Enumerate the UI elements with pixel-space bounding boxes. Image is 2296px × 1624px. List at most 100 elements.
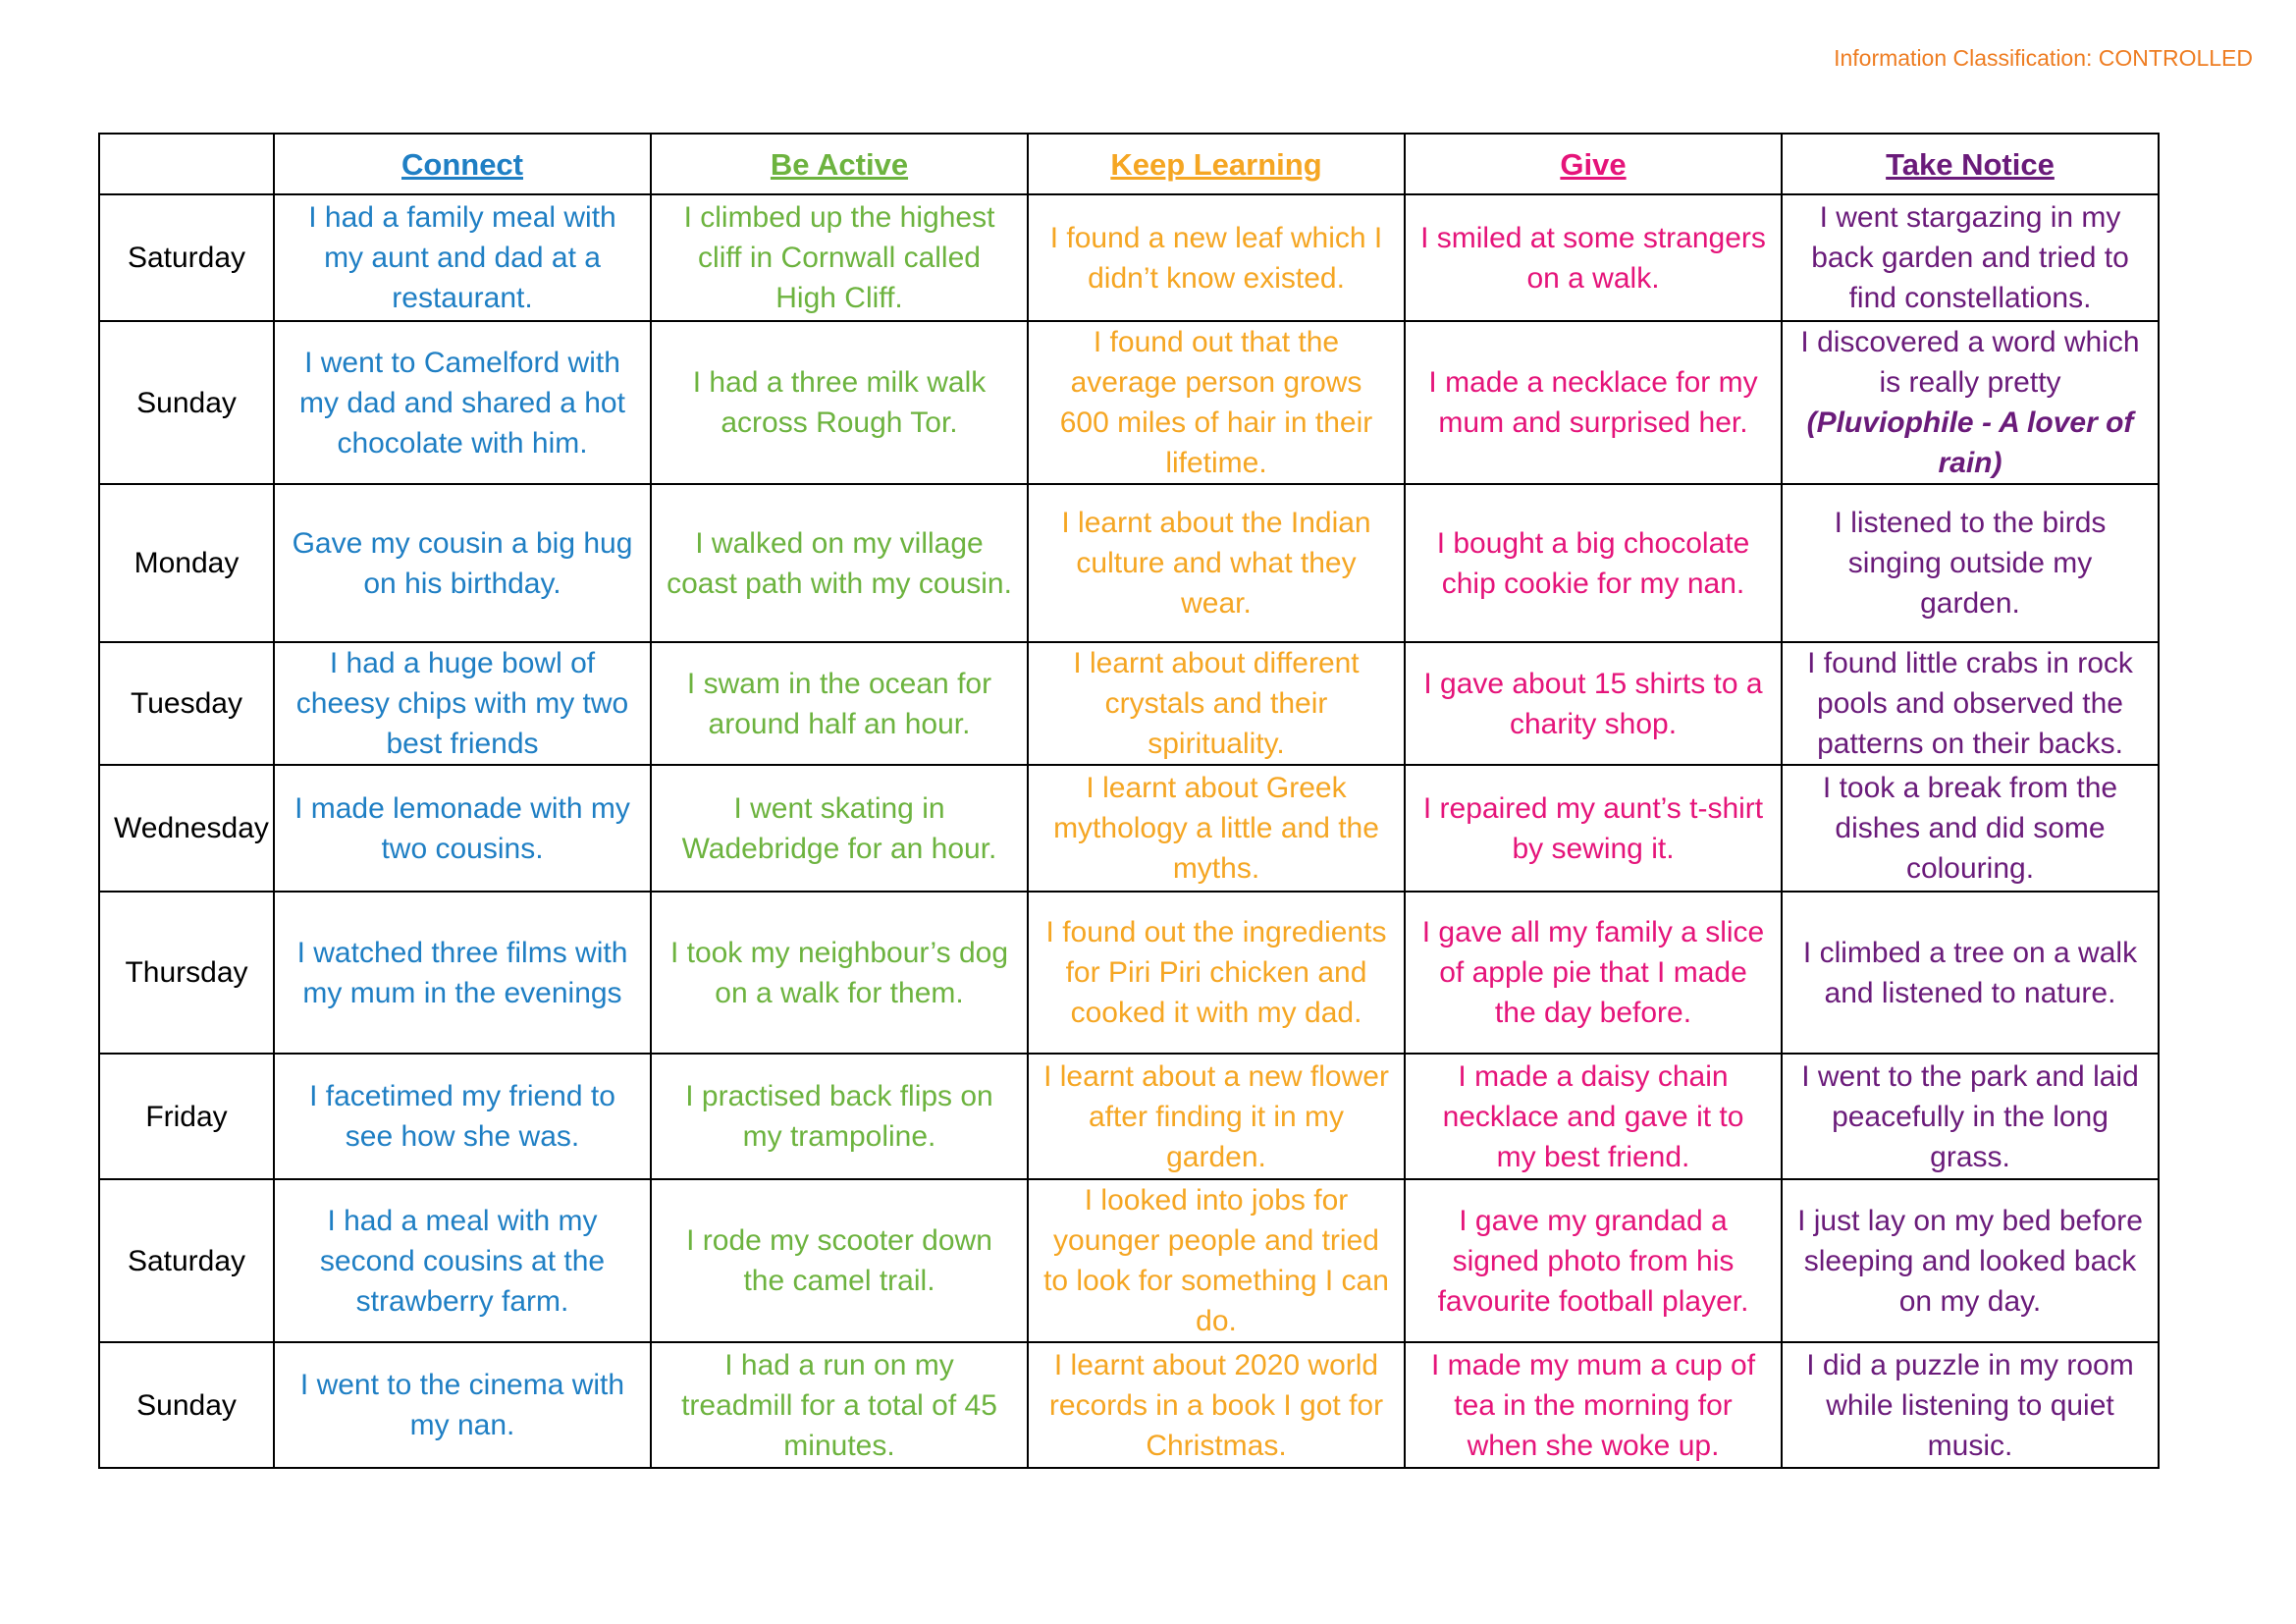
table-row: Thursday I watched three films with my mu…	[98, 891, 2160, 1055]
keep-learning-text: I learnt about 2020 world records in a b…	[1048, 1348, 1384, 1462]
connect-cell: I went to Camelford with my dad and shar…	[273, 320, 652, 485]
header-corner-cell	[98, 133, 275, 195]
connect-cell: I facetimed my friend to see how she was…	[273, 1053, 652, 1180]
give-text: I bought a big chocolate chip cookie for…	[1436, 526, 1750, 600]
connect-text: I had a huge bowl of cheesy chips with m…	[295, 647, 629, 760]
keep-learning-cell: I learnt about 2020 world records in a b…	[1027, 1341, 1406, 1469]
take-notice-cell: I did a puzzle in my room while listenin…	[1781, 1341, 2160, 1469]
header-connect: Connect	[273, 133, 652, 195]
connect-text: I went to Camelford with my dad and shar…	[299, 346, 625, 460]
keep-learning-cell: I learnt about the Indian culture and wh…	[1027, 483, 1406, 643]
be-active-text: I took my neighbour’s dog on a walk for …	[669, 936, 1009, 1009]
take-notice-text: I climbed a tree on a walk and listened …	[1802, 936, 2138, 1009]
be-active-cell: I went skating in Wadebridge for an hour…	[650, 764, 1029, 893]
be-active-cell: I swam in the ocean for around half an h…	[650, 641, 1029, 766]
give-cell: I bought a big chocolate chip cookie for…	[1404, 483, 1783, 643]
keep-learning-cell: I learnt about a new flower after findin…	[1027, 1053, 1406, 1180]
be-active-text: I went skating in Wadebridge for an hour…	[681, 791, 997, 865]
table-row: Sunday I went to Camelford with my dad an…	[98, 320, 2160, 485]
connect-text: I watched three films with my mum in the…	[296, 936, 628, 1009]
connect-cell: Gave my cousin a big hug on his birthday…	[273, 483, 652, 643]
connect-cell: I had a family meal with my aunt and dad…	[273, 193, 652, 322]
keep-learning-text: I found a new leaf which I didn’t know e…	[1049, 221, 1383, 295]
day-cell: Thursday	[98, 891, 275, 1055]
day-cell: Saturday	[98, 193, 275, 322]
give-cell: I repaired my aunt’s t-shirt by sewing i…	[1404, 764, 1783, 893]
keep-learning-cell: I found out that the average person grow…	[1027, 320, 1406, 485]
take-notice-text: I did a puzzle in my room while listenin…	[1806, 1348, 2134, 1462]
take-notice-cell: I took a break from the dishes and did s…	[1781, 764, 2160, 893]
give-cell: I gave about 15 shirts to a charity shop…	[1404, 641, 1783, 766]
be-active-text: I climbed up the highest cliff in Cornwa…	[683, 201, 995, 314]
keep-learning-cell: I learnt about different crystals and th…	[1027, 641, 1406, 766]
connect-cell: I made lemonade with my two cousins.	[273, 764, 652, 893]
take-notice-cell: I listened to the birds singing outside …	[1781, 483, 2160, 643]
give-text: I made my mum a cup of tea in the mornin…	[1430, 1348, 1756, 1462]
day-cell: Sunday	[98, 320, 275, 485]
table-row: Friday I facetimed my friend to see how s…	[98, 1053, 2160, 1180]
day-cell: Monday	[98, 483, 275, 643]
give-cell: I made a necklace for my mum and surpris…	[1404, 320, 1783, 485]
connect-text: I had a family meal with my aunt and dad…	[308, 201, 616, 314]
be-active-cell: I had a run on my treadmill for a total …	[650, 1341, 1029, 1469]
give-cell: I made a daisy chain necklace and gave i…	[1404, 1053, 1783, 1180]
give-text: I repaired my aunt’s t-shirt by sewing i…	[1422, 791, 1764, 865]
table-row: Tuesday I had a huge bowl of cheesy chips…	[98, 641, 2160, 766]
be-active-text: I walked on my village coast path with m…	[667, 526, 1012, 600]
keep-learning-text: I found out that the average person grow…	[1059, 326, 1373, 479]
keep-learning-cell: I looked into jobs for younger people an…	[1027, 1178, 1406, 1343]
take-notice-text: I discovered a word which is really pret…	[1800, 326, 2140, 399]
give-text: I gave all my family a slice of apple pi…	[1421, 916, 1765, 1029]
be-active-cell: I practised back flips on my trampoline.	[650, 1053, 1029, 1180]
take-notice-text: I listened to the birds singing outside …	[1834, 507, 2107, 620]
classification-label: Information Classification: CONTROLLED	[1834, 45, 2253, 71]
be-active-text: I had a run on my treadmill for a total …	[681, 1348, 997, 1462]
take-notice-cell: I climbed a tree on a walk and listened …	[1781, 891, 2160, 1055]
table-row: Saturday I had a family meal with my aunt…	[98, 193, 2160, 322]
take-notice-cell: I discovered a word which is really pret…	[1781, 320, 2160, 485]
connect-cell: I watched three films with my mum in the…	[273, 891, 652, 1055]
keep-learning-text: I learnt about the Indian culture and wh…	[1061, 507, 1371, 620]
connect-text: I made lemonade with my two cousins.	[294, 791, 630, 865]
table-row: Sunday I went to the cinema with my nan. I…	[98, 1341, 2160, 1469]
be-active-cell: I climbed up the highest cliff in Cornwa…	[650, 193, 1029, 322]
be-active-text: I practised back flips on my trampoline.	[685, 1080, 993, 1153]
header-row: Connect Be Active Keep Learning Give Tak…	[98, 133, 2160, 195]
day-cell: Saturday	[98, 1178, 275, 1343]
keep-learning-cell: I learnt about Greek mythology a little …	[1027, 764, 1406, 893]
connect-cell: I had a huge bowl of cheesy chips with m…	[273, 641, 652, 766]
take-notice-cell: I went stargazing in my back garden and …	[1781, 193, 2160, 322]
give-text: I gave about 15 shirts to a charity shop…	[1423, 667, 1763, 740]
take-notice-text: I went stargazing in my back garden and …	[1811, 201, 2129, 314]
keep-learning-text: I looked into jobs for younger people an…	[1043, 1184, 1389, 1337]
give-cell: I made my mum a cup of tea in the mornin…	[1404, 1341, 1783, 1469]
be-active-cell: I rode my scooter down the camel trail.	[650, 1178, 1029, 1343]
be-active-cell: I took my neighbour’s dog on a walk for …	[650, 891, 1029, 1055]
connect-cell: I went to the cinema with my nan.	[273, 1341, 652, 1469]
keep-learning-text: I found out the ingredients for Piri Pir…	[1045, 916, 1387, 1029]
take-notice-cell: I just lay on my bed before sleeping and…	[1781, 1178, 2160, 1343]
connect-text: I went to the cinema with my nan.	[299, 1369, 625, 1441]
keep-learning-text: I learnt about Greek mythology a little …	[1053, 772, 1379, 885]
wellbeing-activity-table: Connect Be Active Keep Learning Give Tak…	[98, 133, 2160, 1469]
emphasis-text: (Pluviophile - A lover of rain)	[1806, 406, 2134, 479]
day-cell: Tuesday	[98, 641, 275, 766]
day-cell: Wednesday	[98, 764, 275, 893]
give-text: I made a necklace for my mum and surpris…	[1428, 366, 1758, 439]
table-row: Saturday I had a meal with my second cous…	[98, 1178, 2160, 1343]
take-notice-text: I went to the park and laid peacefully i…	[1801, 1059, 2139, 1173]
day-cell: Friday	[98, 1053, 275, 1180]
take-notice-text: I just lay on my bed before sleeping and…	[1797, 1204, 2143, 1318]
give-text: I gave my grandad a signed photo from hi…	[1437, 1204, 1749, 1318]
give-text: I smiled at some strangers on a walk.	[1420, 221, 1766, 295]
be-active-text: I swam in the ocean for around half an h…	[686, 667, 992, 740]
be-active-cell: I had a three milk walk across Rough Tor…	[650, 320, 1029, 485]
keep-learning-text: I learnt about different crystals and th…	[1073, 647, 1360, 760]
header-be-active: Be Active	[650, 133, 1029, 195]
connect-cell: I had a meal with my second cousins at t…	[273, 1178, 652, 1343]
give-cell: I gave my grandad a signed photo from hi…	[1404, 1178, 1783, 1343]
give-cell: I smiled at some strangers on a walk.	[1404, 193, 1783, 322]
give-text: I made a daisy chain necklace and gave i…	[1442, 1059, 1744, 1173]
be-active-text: I rode my scooter down the camel trail.	[686, 1224, 992, 1297]
take-notice-text: I took a break from the dishes and did s…	[1822, 772, 2118, 885]
